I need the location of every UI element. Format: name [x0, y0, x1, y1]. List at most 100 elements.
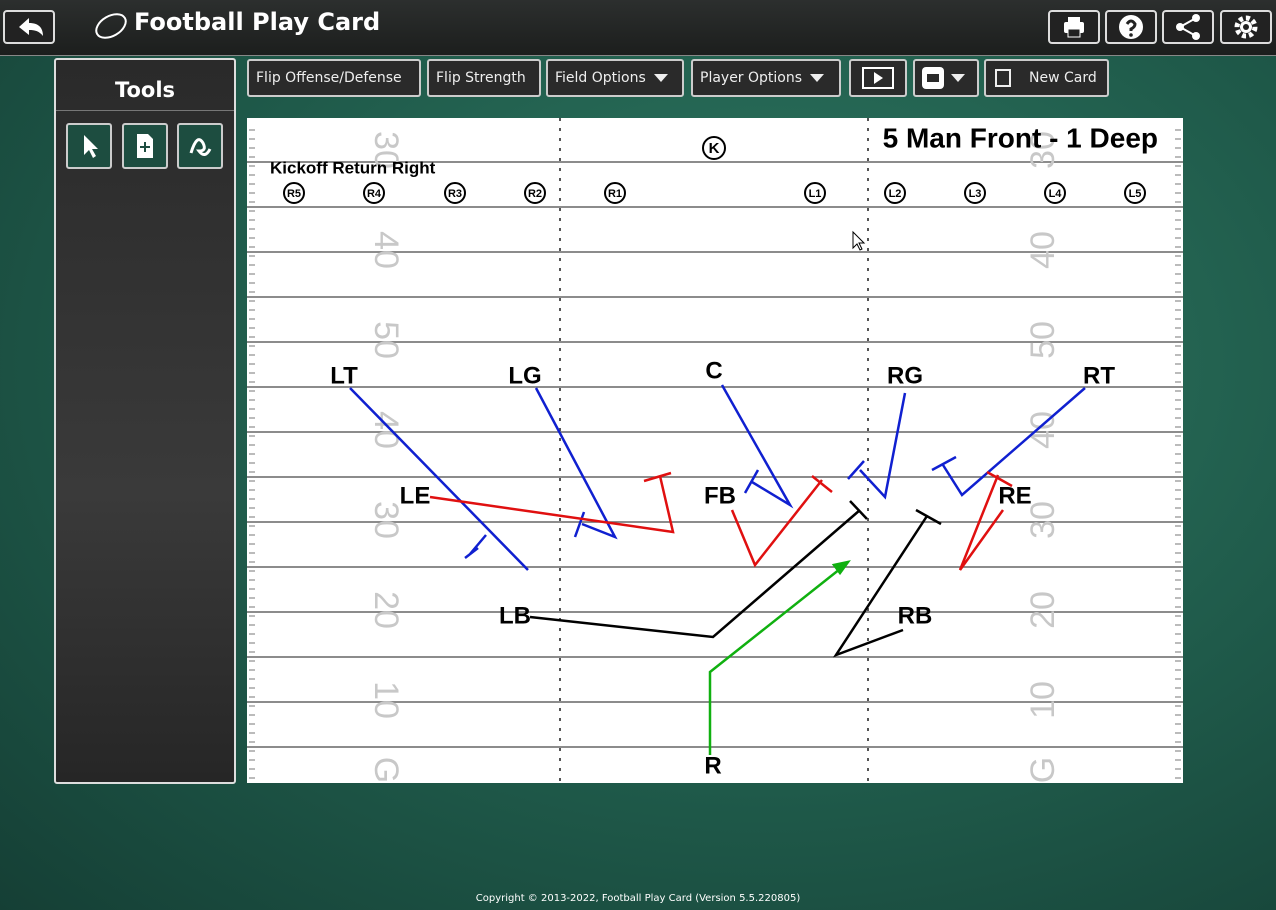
yard-number: 40 — [367, 411, 405, 449]
player-circle — [604, 182, 626, 204]
player-label: LE — [400, 482, 431, 509]
tools-title: Tools — [56, 78, 234, 111]
save-icon — [922, 67, 965, 89]
player-label: R3 — [448, 188, 462, 200]
footer: Copyright © 2013-2022, Football Play Car… — [475, 893, 801, 904]
yard-number: 20 — [1024, 591, 1062, 629]
draw-tool[interactable] — [177, 123, 223, 169]
player-label: K — [709, 140, 720, 157]
help-button[interactable] — [1105, 10, 1157, 44]
black-route — [529, 500, 942, 658]
field-background — [247, 118, 1183, 783]
play-name: Kickoff Return Right — [270, 158, 436, 177]
yard-numbers: 30 30 40 40 50 50 40 40 30 30 20 20 10 10 G G — [367, 131, 1062, 783]
button-label: Player Options — [700, 70, 803, 86]
player-label: L1 — [809, 188, 822, 200]
player-circle — [283, 182, 305, 204]
app-title: Football Play Card — [134, 8, 381, 36]
yard-number: 30 — [367, 501, 405, 539]
share-button[interactable] — [1162, 10, 1214, 44]
player-circle — [1124, 182, 1146, 204]
arrow-head — [831, 560, 851, 576]
yard-number: G — [367, 757, 405, 783]
print-button[interactable] — [1048, 10, 1100, 44]
select-tool[interactable] — [66, 123, 112, 169]
red-route — [429, 470, 1013, 571]
top-bar: Football Play Card — [0, 0, 1276, 56]
player-circle — [363, 182, 385, 204]
player-label: RT — [1083, 362, 1115, 389]
tools-panel: Tools — [54, 58, 236, 784]
settings-button[interactable] — [1220, 10, 1272, 44]
player-circle — [524, 182, 546, 204]
toolbar-button[interactable]: Flip Strength — [427, 59, 541, 97]
back-button[interactable] — [3, 10, 55, 44]
yard-number: 40 — [1024, 411, 1062, 449]
players: K R5 R4 R3 R2 R1 L1 L2 L3 L4 L5 LT LG C RG RT LE FB RE LB RB… — [283, 136, 1146, 779]
logo — [95, 13, 127, 39]
player-label: RB — [898, 602, 933, 629]
player-label: R — [704, 752, 721, 779]
video-icon — [862, 67, 894, 89]
dropdown-caret — [810, 74, 825, 82]
button-label: Flip Strength — [436, 70, 526, 86]
toolbar-button[interactable]: Flip Offense/Defense — [247, 59, 421, 97]
yard-number: 30 — [367, 131, 405, 169]
yard-lines — [247, 129, 1183, 779]
button-label: Flip Offense/Defense — [256, 70, 402, 86]
help-icon — [1119, 15, 1143, 39]
player-label: C — [705, 357, 722, 384]
green-route-group — [708, 560, 851, 755]
mouse-cursor — [852, 230, 866, 251]
pointer-icon — [84, 135, 98, 158]
route-icon — [189, 138, 212, 156]
yard-number: 40 — [367, 231, 405, 269]
player-label: R4 — [367, 188, 382, 200]
player-circle — [702, 136, 726, 160]
yard-number: G — [1024, 757, 1062, 783]
yard-number: 20 — [367, 591, 405, 629]
black-routes — [529, 500, 942, 658]
yard-number: 30 — [1024, 501, 1062, 539]
player-label: FB — [704, 482, 736, 509]
toolbar-button[interactable]: Field Options — [546, 59, 684, 97]
toolbar-button[interactable]: New Card — [984, 59, 1109, 97]
player-label: L4 — [1049, 188, 1063, 200]
player-label: RG — [887, 362, 923, 389]
print-icon — [1064, 17, 1084, 38]
save-button[interactable] — [913, 59, 979, 97]
routes — [349, 384, 1086, 755]
yard-number: 10 — [367, 681, 405, 719]
dropdown-caret — [653, 74, 668, 82]
player-label: R2 — [528, 188, 542, 200]
player-circle — [884, 182, 906, 204]
player-label: L5 — [1129, 188, 1142, 200]
player-circle — [804, 182, 826, 204]
player-label: L2 — [889, 188, 902, 200]
add-tool[interactable] — [122, 123, 168, 169]
yard-number: 40 — [1024, 231, 1062, 269]
blue-routes — [349, 384, 1086, 571]
video-button[interactable] — [849, 59, 907, 97]
player-circle — [1044, 182, 1066, 204]
yard-number: 50 — [1024, 321, 1062, 359]
new-card-icon — [995, 69, 1011, 87]
player-label: LT — [330, 362, 358, 389]
player-label: R1 — [608, 188, 622, 200]
player-label: LB — [499, 602, 531, 629]
yard-number: 10 — [1024, 681, 1062, 719]
player-circle — [444, 182, 466, 204]
button-label: Field Options — [555, 70, 646, 86]
red-routes — [429, 470, 1013, 571]
player-label: LG — [508, 362, 541, 389]
button-label: New Card — [1029, 70, 1097, 86]
green-route — [708, 564, 846, 755]
toolbar-button[interactable]: Player Options — [691, 59, 841, 97]
player-circle — [964, 182, 986, 204]
card-title: 5 Man Front - 1 Deep — [883, 122, 1158, 153]
doc-icon — [137, 134, 153, 158]
player-label: R5 — [287, 188, 301, 200]
player-label: L3 — [969, 188, 982, 200]
